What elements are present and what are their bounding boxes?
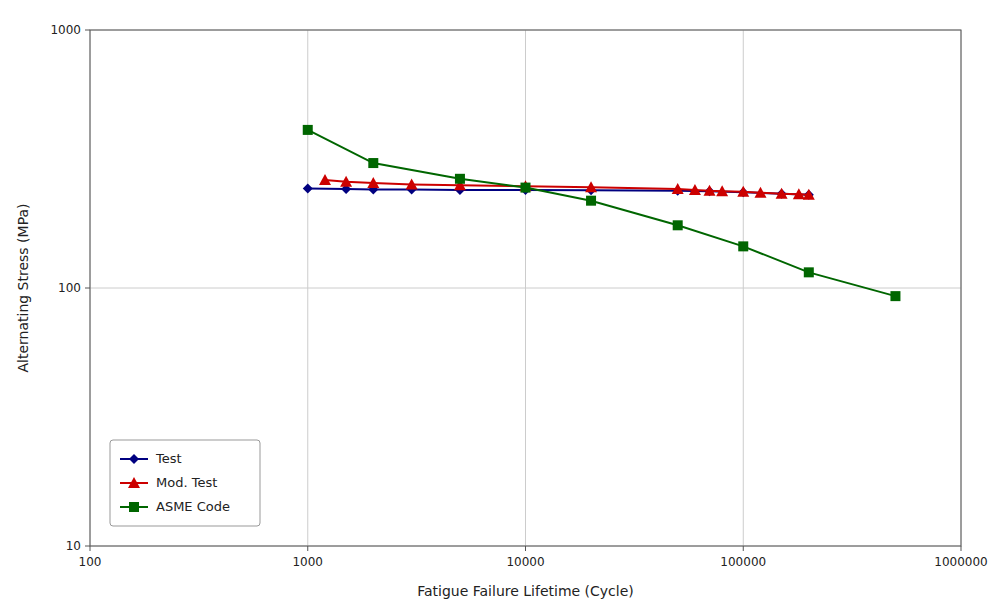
- point: [340, 176, 352, 187]
- y-tick: [85, 30, 90, 31]
- legend-marker: [128, 477, 140, 488]
- legend-label: Test: [155, 451, 182, 466]
- point: [672, 183, 684, 194]
- point: [738, 241, 748, 251]
- point: [455, 174, 465, 184]
- point: [406, 178, 418, 189]
- x-tick: [90, 546, 91, 551]
- series: [303, 125, 901, 301]
- point: [585, 181, 597, 192]
- y-tick: [85, 546, 90, 547]
- x-tick: [961, 546, 962, 551]
- y-axis-label: Alternating Stress (MPa): [15, 204, 31, 373]
- x-axis-label: Fatigue Failure Lifetime (Cycle): [417, 583, 634, 599]
- point: [673, 220, 683, 230]
- x-tick: [307, 546, 308, 551]
- y-grid-line: [90, 288, 961, 289]
- x-tick-label: 1000000: [934, 555, 987, 569]
- y-tick-label: 10: [66, 539, 81, 553]
- point: [793, 188, 805, 199]
- series-line: [308, 130, 896, 296]
- point: [716, 185, 728, 196]
- point: [303, 125, 313, 135]
- legend-box: [110, 440, 260, 526]
- x-tick-label: 100000: [720, 555, 766, 569]
- point: [890, 291, 900, 301]
- point: [367, 177, 379, 188]
- x-tick-label: 10000: [506, 555, 544, 569]
- legend-marker: [129, 454, 139, 464]
- grid: [90, 30, 961, 546]
- point: [319, 174, 331, 185]
- legend-label: Mod. Test: [156, 475, 217, 490]
- point: [586, 196, 596, 206]
- y-tick-label: 100: [58, 281, 81, 295]
- x-tick: [743, 546, 744, 551]
- legend: Test Mod. Test ASME Code: [110, 440, 260, 526]
- point: [521, 183, 531, 193]
- series-line: [325, 180, 809, 195]
- y-tick-label: 1000: [50, 23, 81, 37]
- point: [368, 158, 378, 168]
- point: [689, 184, 701, 195]
- point: [704, 185, 716, 196]
- x-tick-label: 100: [79, 555, 102, 569]
- point: [803, 189, 815, 200]
- x-tick-label: 1000: [292, 555, 323, 569]
- legend-label: ASME Code: [156, 499, 230, 514]
- point: [303, 184, 313, 194]
- chart: 100 1000 10000 100000 1000000 10 100 1000 Fatigu…: [0, 0, 1001, 616]
- point: [754, 187, 766, 198]
- point: [804, 267, 814, 277]
- legend-marker: [129, 502, 139, 512]
- x-tick: [525, 546, 526, 551]
- plot-background: [90, 30, 961, 546]
- plot-frame: [90, 30, 961, 546]
- data: [303, 125, 901, 301]
- point: [776, 188, 788, 199]
- point: [737, 186, 749, 197]
- y-tick: [85, 288, 90, 289]
